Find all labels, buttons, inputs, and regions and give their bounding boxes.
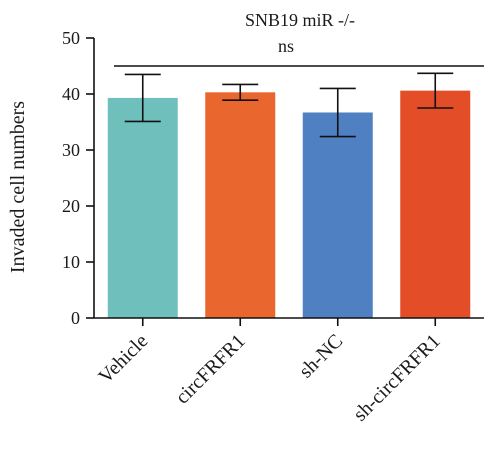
x-tick-label: sh-NC [295,330,347,382]
error-bars [124,72,454,138]
y-tick-label: 50 [62,28,80,48]
bar-4 [400,90,471,318]
x-axis-ticks: Vehicle circFRFR1 sh-NC sh-circFRFR1 [94,318,445,426]
y-tick-label: 20 [62,196,80,216]
y-tick-label: 0 [71,308,80,328]
x-tick-label: sh-circFRFR1 [349,330,445,426]
y-axis-label: Invaded cell numbers [7,101,29,273]
bar-1 [107,97,178,318]
y-tick-label: 10 [62,252,80,272]
chart-title: SNB19 miR -/- [245,10,355,30]
bar-3 [302,112,373,318]
y-tick-label: 40 [62,84,80,104]
bars [107,90,471,318]
x-tick-label: Vehicle [94,330,152,388]
y-axis-ticks: 0 10 20 30 40 50 [62,28,94,328]
bar-2 [205,92,276,318]
y-tick-label: 30 [62,140,80,160]
significance-label: ns [278,36,294,56]
x-tick-label: circFRFR1 [171,330,249,408]
